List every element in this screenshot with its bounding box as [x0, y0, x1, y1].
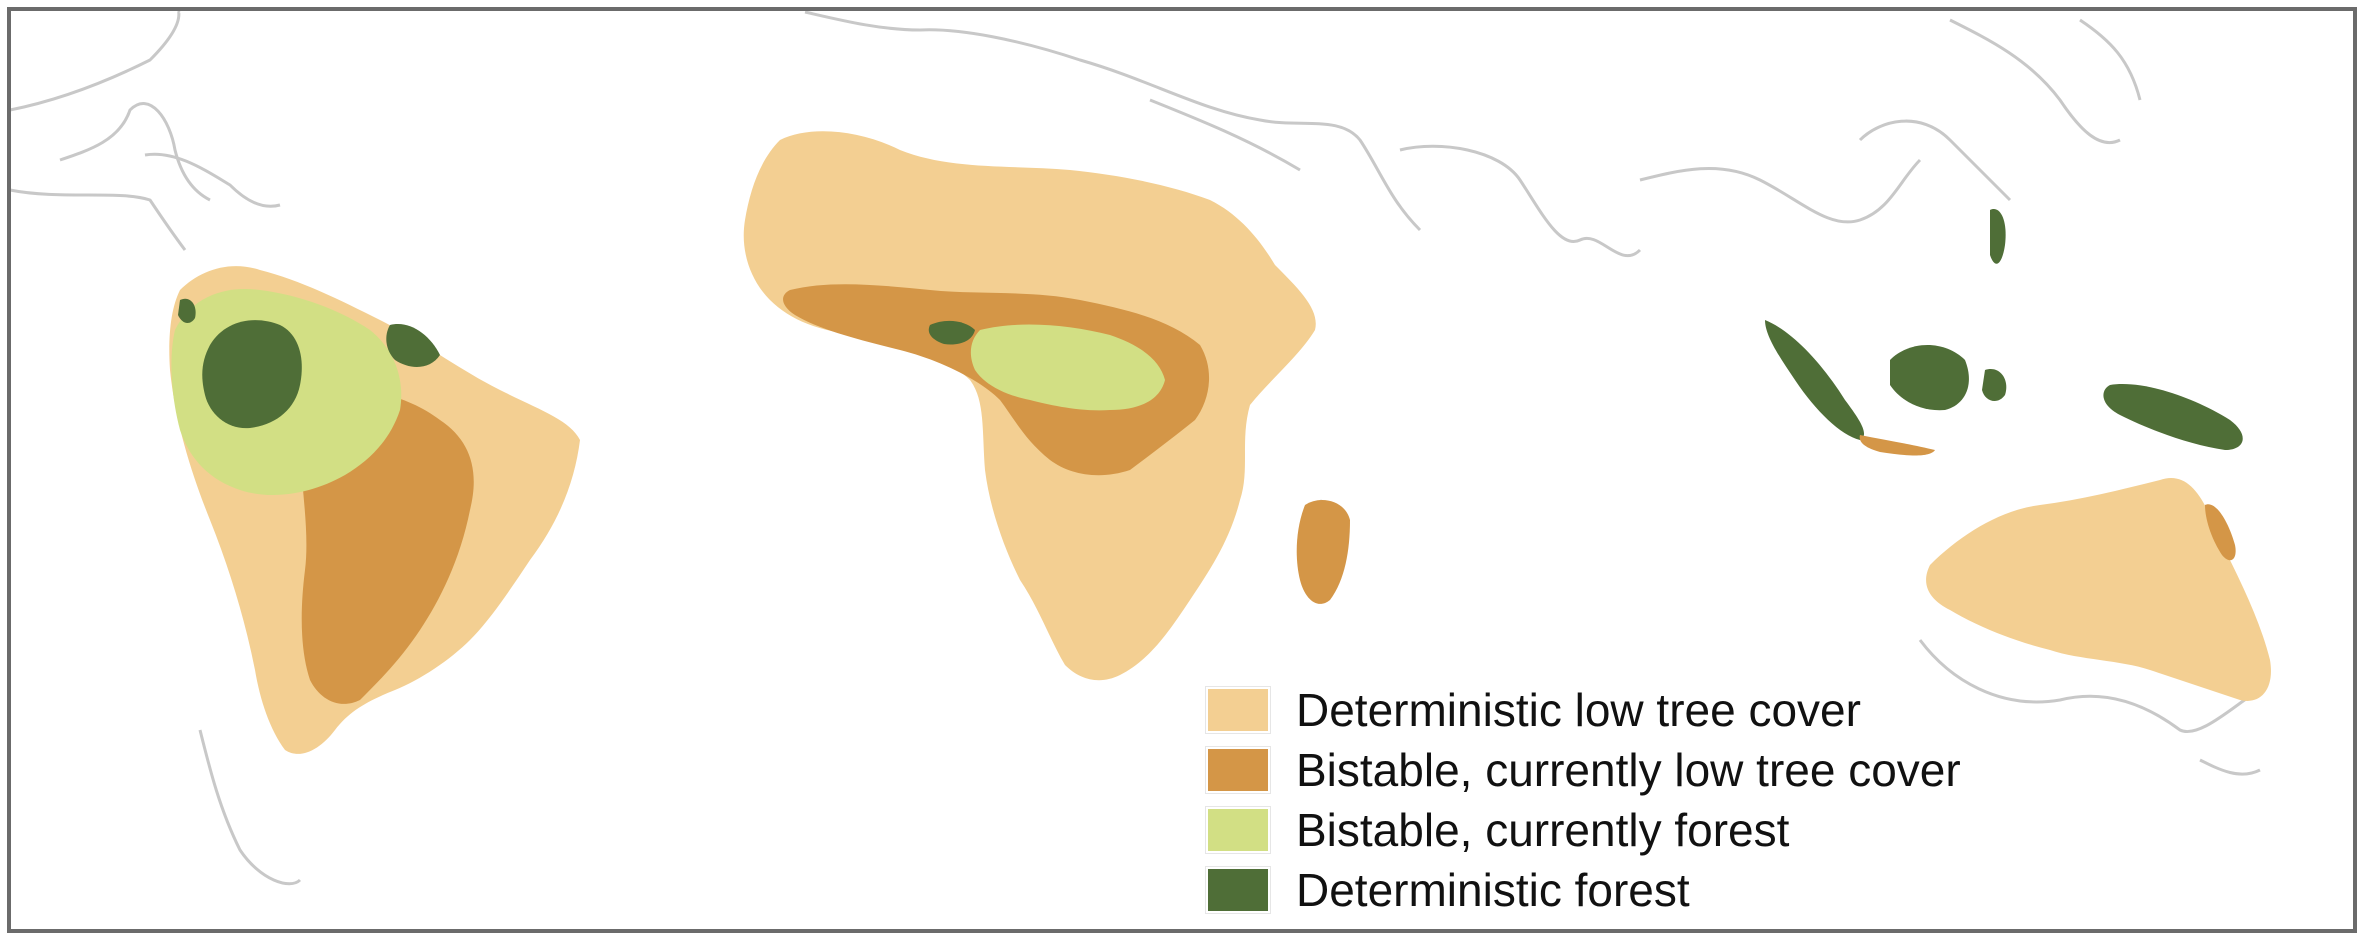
coastlines: [9, 10, 2261, 886]
map-frame-border: [7, 7, 2357, 933]
southeast-asia: [1765, 209, 2243, 456]
legend-item-deterministic-low-tree-cover: Deterministic low tree cover: [1205, 680, 1961, 740]
legend-item-bistable-low-tree-cover: Bistable, currently low tree cover: [1205, 740, 1961, 800]
sulawesi: [1982, 369, 2007, 402]
madagascar: [1296, 500, 1350, 604]
australia-low-cover: [1926, 478, 2271, 701]
south-america-forest-north: [386, 324, 440, 367]
legend-label: Deterministic low tree cover: [1296, 684, 1861, 736]
legend-swatch-deterministic-forest: [1205, 866, 1271, 914]
australia-bistable-low: [2205, 504, 2236, 561]
new-guinea: [2103, 384, 2243, 450]
java: [1859, 435, 1935, 456]
philippines: [1990, 209, 2006, 264]
legend-item-bistable-forest: Bistable, currently forest: [1205, 800, 1961, 860]
legend-item-deterministic-forest: Deterministic forest: [1205, 860, 1961, 920]
map-legend: Deterministic low tree cover Bistable, c…: [1205, 680, 1961, 920]
legend-label: Bistable, currently low tree cover: [1296, 744, 1961, 796]
legend-swatch-bistable-low-tree-cover: [1205, 746, 1271, 794]
legend-swatch-deterministic-low-tree-cover: [1205, 686, 1271, 734]
africa: [743, 131, 1350, 681]
australia: [1926, 478, 2271, 701]
legend-label: Bistable, currently forest: [1296, 804, 1790, 856]
south-america-forest-west: [178, 298, 196, 324]
sumatra: [1765, 320, 1865, 440]
africa-bistable-forest: [970, 324, 1165, 411]
legend-label: Deterministic forest: [1296, 864, 1690, 916]
borneo: [1890, 345, 1969, 411]
africa-deterministic-forest: [928, 320, 975, 345]
south-america-deterministic-forest: [202, 320, 302, 429]
south-america: [169, 266, 581, 754]
legend-swatch-bistable-forest: [1205, 806, 1271, 854]
